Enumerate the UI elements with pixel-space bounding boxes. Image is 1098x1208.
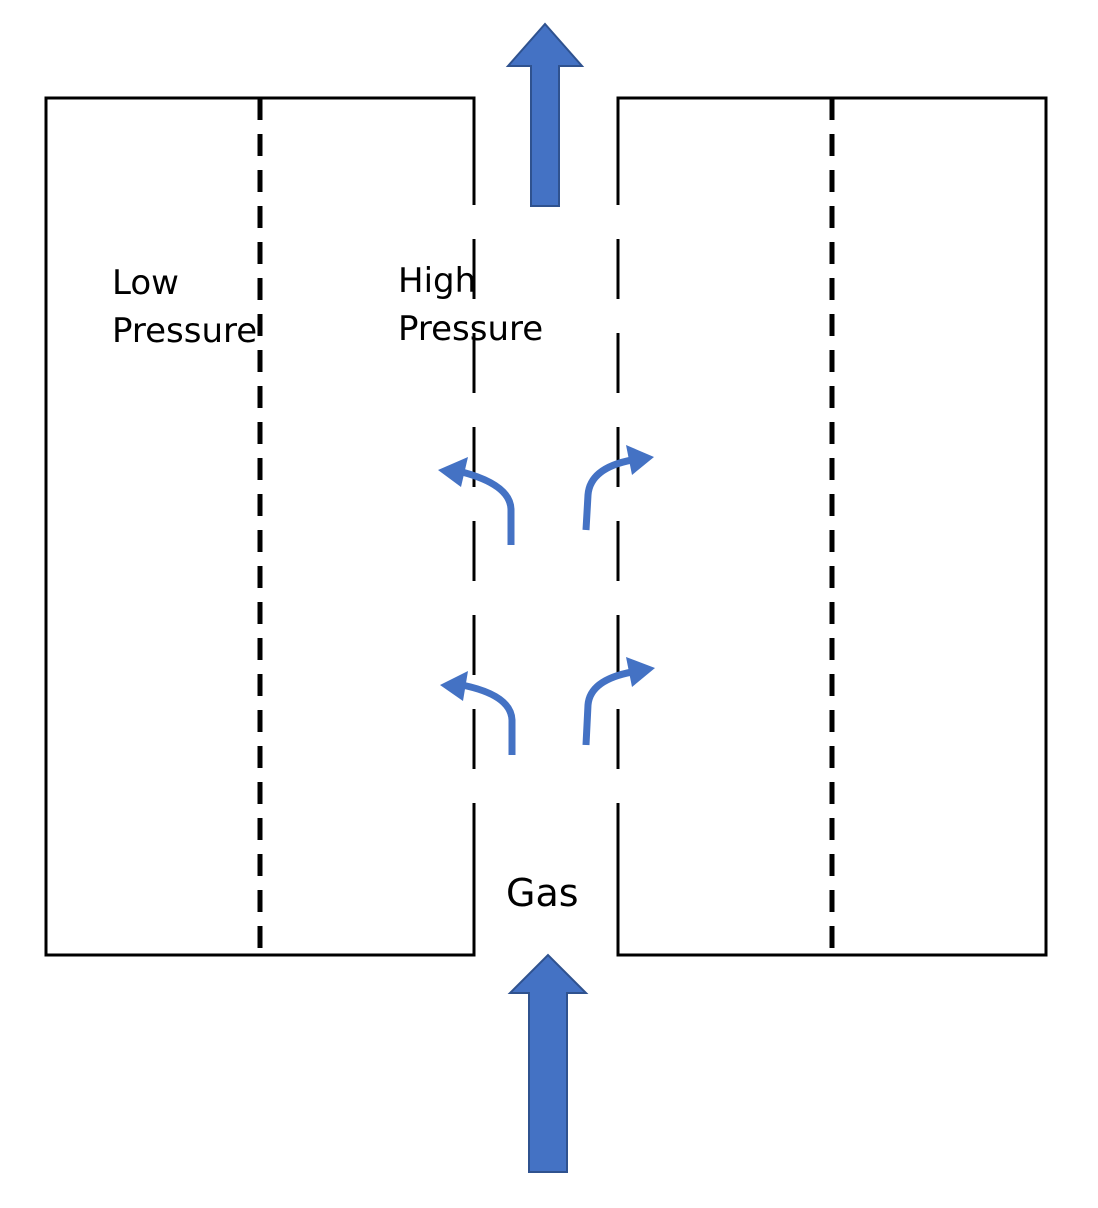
curved-arrow-upper-left-head-icon <box>438 457 468 487</box>
curved-arrow-lower-left-head-icon <box>440 671 468 701</box>
left-block-outline <box>44 96 476 957</box>
curved-arrow-lower-right-shaft <box>582 668 633 746</box>
curved-arrow-upper-right-shaft <box>582 456 633 531</box>
curved-arrow-upper-right <box>582 445 654 531</box>
outlet-arrow-up-icon <box>505 22 585 207</box>
curved-arrow-lower-left <box>440 671 516 755</box>
low-pressure-line-1: Low <box>112 263 179 303</box>
high-pressure-line-1: High <box>398 261 476 301</box>
inlet-arrow-up-icon <box>507 953 589 1173</box>
curved-arrow-upper-right-head-icon <box>626 445 654 475</box>
right-block <box>616 96 1048 957</box>
high-pressure-line-2: Pressure <box>398 309 543 349</box>
curved-arrow-lower-right <box>582 657 655 746</box>
low-pressure-label: Low Pressure <box>112 263 257 351</box>
curved-arrow-lower-left-shaft <box>461 681 516 755</box>
permeation-arrows <box>438 445 655 755</box>
low-pressure-line-2: Pressure <box>112 311 257 351</box>
gas-label: Gas <box>506 871 579 915</box>
curved-arrow-lower-right-head-icon <box>626 657 655 687</box>
curved-arrow-upper-left <box>438 457 515 545</box>
right-block-outline <box>616 96 1048 957</box>
left-block <box>44 96 476 957</box>
curved-arrow-upper-left-shaft <box>461 468 515 545</box>
high-pressure-label: High Pressure <box>398 261 543 349</box>
